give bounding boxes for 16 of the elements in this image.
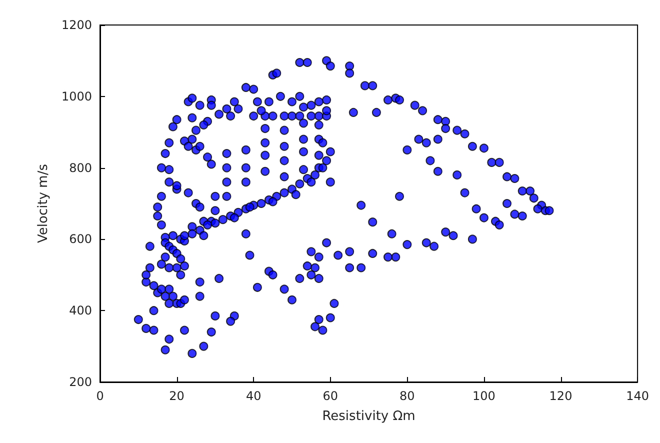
- x-tick-label: 80: [400, 389, 415, 403]
- x-tick-label: 40: [246, 389, 262, 403]
- y-tick-label: 1200: [61, 18, 92, 32]
- y-tick-label: 800: [69, 160, 92, 175]
- x-tick-label: 0: [96, 389, 104, 403]
- y-tick-label: 600: [69, 232, 92, 246]
- x-axis-title: Resistivity Ωm: [322, 409, 416, 424]
- x-tick-label: 20: [169, 389, 184, 403]
- y-tick-label: 1000: [61, 89, 92, 104]
- x-tick-label: 60: [322, 389, 338, 403]
- y-axis-title: Velocity m/s: [36, 164, 51, 243]
- x-tick-label: 100: [472, 389, 496, 403]
- x-tick-label: 140: [626, 389, 649, 403]
- y-tick-label: 400: [69, 304, 92, 318]
- x-tick-label: 120: [549, 389, 572, 403]
- y-tick-label: 200: [69, 375, 92, 389]
